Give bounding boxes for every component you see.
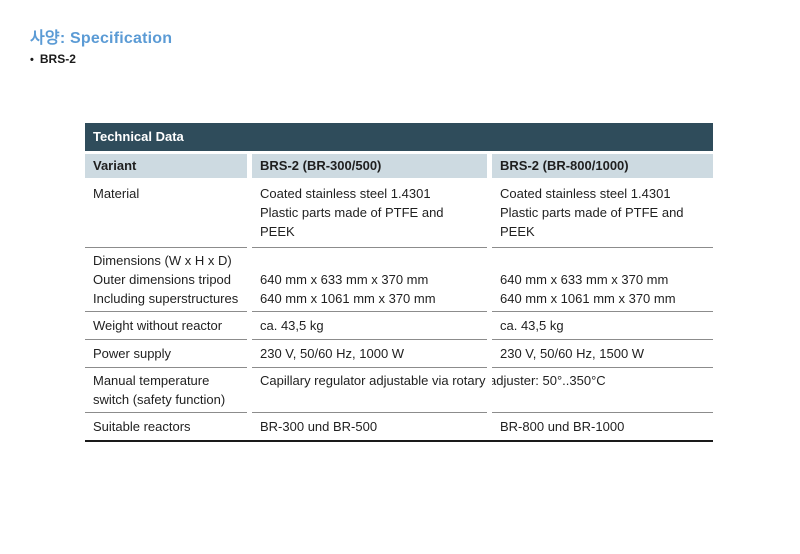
column-gap xyxy=(247,340,252,368)
row-label-cell: Suitable reactors xyxy=(93,419,191,434)
table-row-power-supply: Power supply 230 V, 50/60 Hz, 1000 W 230… xyxy=(85,340,713,368)
table-row-suitable-reactors: Suitable reactors BR-300 und BR-500 BR-8… xyxy=(85,413,713,440)
column-gap xyxy=(487,312,492,340)
value-cell: 640 mm x 633 mm x 370 mm 640 mm x 1061 m… xyxy=(252,248,487,312)
column-gap xyxy=(487,178,492,248)
row-label-cell: Manual temperature switch (safety functi… xyxy=(85,368,247,413)
column-gap xyxy=(247,178,252,248)
value-cell: Coated stainless steel 1.4301 Plastic pa… xyxy=(492,178,713,248)
value-cell: BR-300 und BR-500 xyxy=(260,419,378,434)
value-cell: BR-800 und BR-1000 xyxy=(500,419,625,434)
column-gap xyxy=(247,248,252,312)
column-gap xyxy=(487,248,492,312)
value-cell: Capillary regulator adjustable via rotar… xyxy=(252,368,606,413)
column-gap xyxy=(487,413,492,440)
row-label-cell: Weight without reactor xyxy=(85,312,247,340)
value-cell: 230 V, 50/60 Hz, 1000 W xyxy=(252,340,487,368)
value-cell: ca. 43,5 kg xyxy=(492,312,713,340)
column-gap xyxy=(487,368,492,413)
value-cell xyxy=(492,368,713,413)
table-row-manual-temperature-switch: Manual temperature switch (safety functi… xyxy=(85,368,713,413)
page-title: 사양: Specification xyxy=(30,30,173,47)
row-label-cell: Dimensions (W x H x D) Outer dimensions … xyxy=(85,248,247,312)
column-gap xyxy=(247,312,252,340)
table-row-variant: Variant BRS-2 (BR-300/500) BRS-2 (BR-800… xyxy=(85,154,713,178)
value-cell: Coated stainless steel 1.4301 Plastic pa… xyxy=(252,178,487,248)
column-gap xyxy=(487,340,492,368)
table-row-weight: Weight without reactor ca. 43,5 kg ca. 4… xyxy=(85,312,713,340)
value-cell: 230 V, 50/60 Hz, 1500 W xyxy=(492,340,713,368)
bullet-label: BRS-2 xyxy=(39,52,76,66)
bullet-item: • BRS-2 xyxy=(30,52,76,66)
table-row-material: Material Coated stainless steel 1.4301 P… xyxy=(85,178,713,248)
column-gap xyxy=(247,413,252,440)
table-row-dimensions: Dimensions (W x H x D) Outer dimensions … xyxy=(85,248,713,312)
technical-data-table: Technical Data Variant BRS-2 (BR-300/500… xyxy=(85,123,713,442)
value-cell: 640 mm x 633 mm x 370 mm 640 mm x 1061 m… xyxy=(492,248,713,312)
column-gap xyxy=(247,368,252,413)
bullet-icon: • xyxy=(30,54,34,66)
row-label-cell: Power supply xyxy=(85,340,247,368)
column-header-brs2-300-500: BRS-2 (BR-300/500) xyxy=(252,154,487,178)
row-label-cell: Material xyxy=(85,178,247,248)
header-gap xyxy=(85,151,713,154)
column-header-variant: Variant xyxy=(85,154,247,178)
column-header-brs2-800-1000: BRS-2 (BR-800/1000) xyxy=(492,154,713,178)
column-gap xyxy=(247,154,252,178)
column-gap xyxy=(487,154,492,178)
value-cell: ca. 43,5 kg xyxy=(252,312,487,340)
table-header: Technical Data xyxy=(85,123,713,151)
